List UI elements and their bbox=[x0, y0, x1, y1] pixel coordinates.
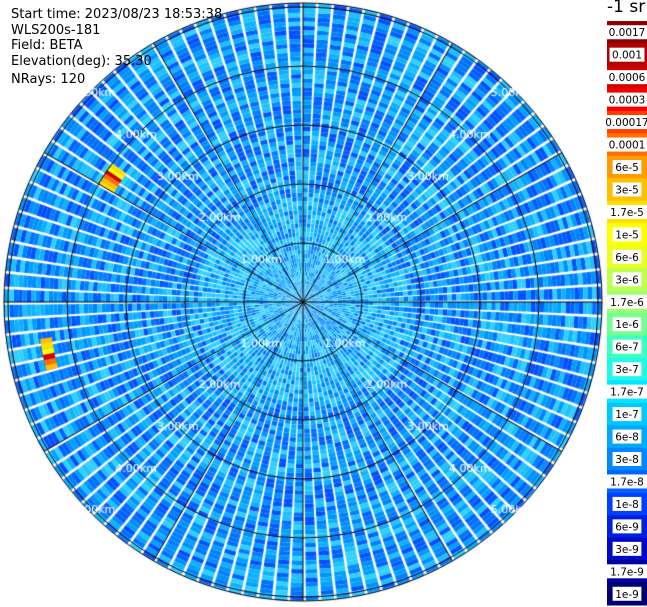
colorbar-label: 3e-9 bbox=[615, 544, 639, 556]
start-time-label: Start time: 2023/08/23 18:53:38 bbox=[11, 7, 223, 22]
colorbar-label: 1e-9 bbox=[615, 589, 639, 601]
colorbar-label: 6e-6 bbox=[615, 252, 639, 264]
colorbar-label: 6e-8 bbox=[615, 432, 639, 444]
colorbar-label: 0.0006 bbox=[609, 72, 646, 84]
colorbar-label: 3e-5 bbox=[615, 184, 639, 196]
nrays-label: NRays: 120 bbox=[11, 72, 86, 87]
colorbar-label: 1.7e-6 bbox=[610, 297, 644, 309]
colorbar-label: 6e-7 bbox=[615, 342, 639, 354]
colorbar-label: 1.7e-8 bbox=[610, 476, 644, 488]
colorbar-label: 1e-8 bbox=[615, 499, 639, 511]
colorbar-label: 3e-8 bbox=[615, 454, 639, 466]
colorbar-label: 6e-9 bbox=[615, 521, 639, 533]
colorbar-unit: -1 sr bbox=[607, 0, 646, 17]
colorbar-label: 1e-6 bbox=[615, 319, 639, 331]
elevation-label: Elevation(deg): 35.30 bbox=[11, 54, 152, 69]
colorbar-label: 0.0003 bbox=[609, 95, 646, 107]
colorbar-label: 0.0001 bbox=[609, 140, 646, 152]
colorbar-label: 1e-5 bbox=[615, 229, 639, 241]
colorbar-label: 1.7e-5 bbox=[610, 207, 644, 219]
colorbar-label: 1.7e-9 bbox=[610, 566, 644, 578]
colorbar-label: 0.001 bbox=[612, 50, 642, 62]
colorbar-label: 1.7e-7 bbox=[610, 387, 644, 399]
colorbar-label: 6e-5 bbox=[615, 162, 639, 174]
instrument-label: WLS200s-181 bbox=[11, 23, 101, 38]
colorbar-label: 0.0017 bbox=[609, 27, 646, 39]
field-label: Field: BETA bbox=[11, 38, 83, 53]
colorbar-label: 3e-6 bbox=[615, 274, 639, 286]
colorbar-label: 3e-7 bbox=[615, 364, 639, 376]
colorbar-label: 1e-7 bbox=[615, 409, 639, 421]
colorbar-label: 0.00017 bbox=[605, 117, 647, 129]
